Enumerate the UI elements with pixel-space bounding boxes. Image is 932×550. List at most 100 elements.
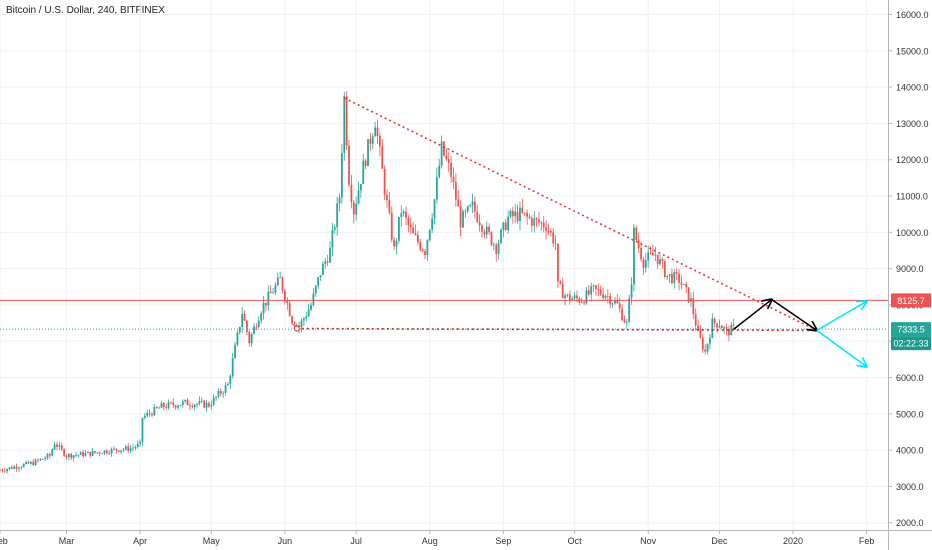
candle xyxy=(540,220,543,231)
candle-body xyxy=(148,412,151,414)
candle-body xyxy=(367,139,369,166)
candle-body xyxy=(730,324,733,336)
candle xyxy=(663,259,666,279)
candle xyxy=(367,139,369,167)
candle-body xyxy=(281,277,284,291)
candle xyxy=(457,190,460,207)
candle-body xyxy=(329,247,331,263)
candle-body xyxy=(348,145,350,185)
candle-body xyxy=(671,274,673,284)
scenario-arrow-down xyxy=(816,329,867,366)
candle-body xyxy=(433,199,436,219)
candle-body xyxy=(305,316,308,319)
candle-body xyxy=(476,211,479,222)
candle-body xyxy=(549,231,552,233)
candle xyxy=(671,268,673,285)
candle-body xyxy=(293,323,296,327)
candle-body xyxy=(108,453,111,454)
candle xyxy=(124,444,127,451)
candle xyxy=(440,135,443,169)
candle-body xyxy=(659,259,661,265)
candle-body xyxy=(699,329,702,338)
time-tick-label: Sep xyxy=(495,536,511,546)
candle-body xyxy=(257,320,260,328)
candle-body xyxy=(716,323,718,328)
candle xyxy=(412,221,415,234)
candle xyxy=(376,119,379,144)
candle xyxy=(490,231,493,247)
candle xyxy=(704,344,707,355)
price-tick-label: 5000.0 xyxy=(896,409,924,419)
candle-body xyxy=(124,446,127,450)
candle xyxy=(77,454,80,458)
candle xyxy=(597,283,600,297)
candle-body xyxy=(267,291,270,306)
candle xyxy=(284,288,286,305)
candle xyxy=(253,323,255,335)
candle-body xyxy=(663,261,666,278)
candle-body xyxy=(46,454,49,459)
candle-body xyxy=(507,216,510,231)
candle-body xyxy=(576,295,578,299)
candle-body xyxy=(186,399,189,406)
candle-body xyxy=(573,295,576,299)
candle-body xyxy=(77,454,80,456)
candle-body xyxy=(644,260,647,268)
candle-body xyxy=(497,243,500,254)
candle xyxy=(44,455,47,462)
candle-body xyxy=(435,177,438,200)
candle-body xyxy=(215,396,217,398)
candle-body xyxy=(13,466,16,469)
candle xyxy=(350,174,353,209)
candle-body xyxy=(260,313,263,321)
candle xyxy=(281,276,284,294)
candle-body xyxy=(6,468,9,472)
time-tick-label: Feb xyxy=(0,536,8,546)
candle-body xyxy=(407,217,410,225)
candle xyxy=(274,282,277,296)
candle-body xyxy=(189,405,191,407)
candle xyxy=(205,400,208,413)
candle-body xyxy=(317,277,320,286)
candle xyxy=(41,458,44,460)
price-tick-label: 16000.0 xyxy=(896,10,929,20)
candle-body xyxy=(621,308,623,321)
last-price-label: 7333.5 xyxy=(891,322,931,337)
candle xyxy=(53,441,56,451)
candle xyxy=(604,294,607,301)
candle xyxy=(101,452,103,455)
candle-body xyxy=(559,281,562,284)
candle xyxy=(269,284,272,294)
candle xyxy=(336,196,339,236)
candle-body xyxy=(122,449,125,451)
candle-body xyxy=(545,227,547,232)
candle xyxy=(526,209,529,225)
candle xyxy=(15,463,18,472)
candle xyxy=(13,465,16,470)
candle xyxy=(58,441,61,450)
candle-body xyxy=(136,443,139,448)
candle-body xyxy=(409,224,412,228)
candle xyxy=(716,323,718,333)
candle xyxy=(222,390,225,398)
candle xyxy=(431,212,434,233)
candle-body xyxy=(400,213,403,218)
time-tick-label: Aug xyxy=(422,536,438,546)
candle-body xyxy=(191,406,194,408)
candle-body xyxy=(364,160,367,166)
candle-body xyxy=(647,252,650,261)
candle xyxy=(701,333,704,353)
candle xyxy=(224,382,227,396)
candle-body xyxy=(82,452,85,457)
candle xyxy=(60,442,63,452)
candle-body xyxy=(611,303,614,305)
candle-body xyxy=(678,273,680,283)
candle xyxy=(454,173,457,207)
candle-body xyxy=(412,227,415,234)
candle xyxy=(445,148,448,162)
candle-body xyxy=(217,391,220,397)
candle-body xyxy=(341,152,343,198)
candle-body xyxy=(597,289,600,290)
candle xyxy=(369,132,372,151)
